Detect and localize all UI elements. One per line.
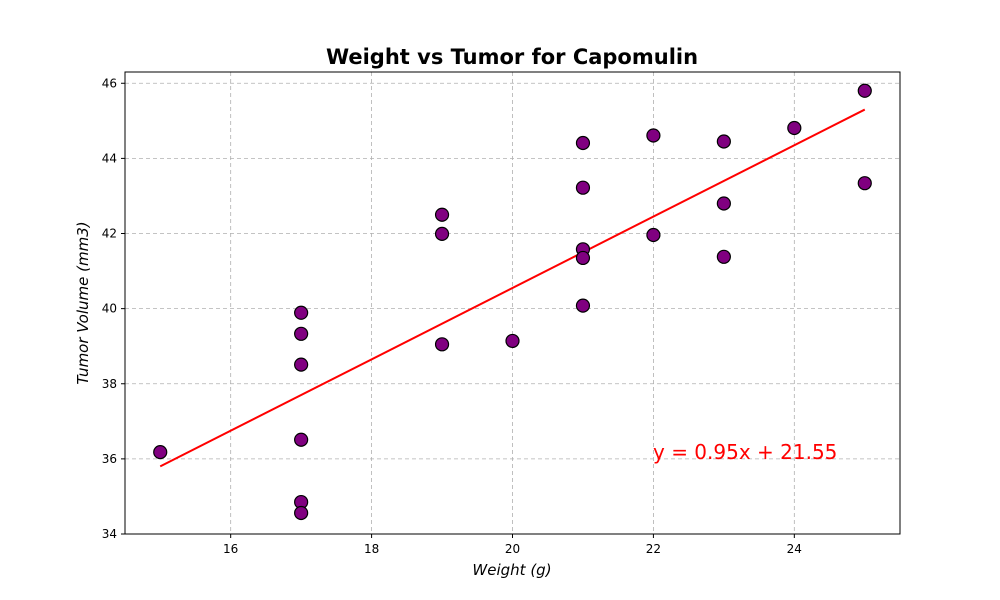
data-point — [294, 505, 309, 521]
x-tick-label: 22 — [646, 542, 661, 556]
x-tick-label: 20 — [505, 542, 520, 556]
y-tick-label: 44 — [102, 151, 117, 165]
y-tick-label: 34 — [102, 527, 117, 541]
data-point — [575, 135, 591, 151]
data-point — [716, 249, 731, 264]
grid — [125, 72, 900, 535]
x-tick-label: 24 — [787, 542, 802, 556]
data-point — [434, 207, 450, 222]
y-tick-label: 46 — [102, 76, 117, 90]
points-layer — [153, 83, 872, 521]
data-point — [505, 333, 520, 349]
regression-layer — [159, 108, 866, 468]
data-point — [716, 196, 731, 211]
y-tick-label: 38 — [102, 377, 117, 391]
data-point — [434, 337, 450, 352]
ticks: 16 18 20 22 24 34 36 38 40 42 44 46 — [102, 76, 802, 556]
data-point — [575, 298, 591, 313]
data-point — [857, 176, 872, 191]
data-point — [646, 128, 661, 143]
data-point — [646, 227, 661, 243]
data-point — [294, 326, 309, 341]
data-point — [153, 445, 168, 460]
y-axis-label: Tumor Volume (mm3) — [74, 221, 92, 384]
chart-title: Weight vs Tumor for Capomulin — [326, 45, 698, 69]
x-tick-label: 16 — [223, 542, 238, 556]
data-point — [857, 83, 872, 98]
regression-line — [159, 108, 866, 468]
x-tick-label: 18 — [364, 542, 379, 556]
y-tick-label: 36 — [102, 452, 117, 466]
x-axis-label: Weight (g) — [472, 561, 551, 579]
data-point — [716, 134, 731, 149]
y-tick-label: 42 — [102, 227, 117, 241]
data-point — [575, 180, 591, 195]
data-point — [294, 357, 309, 372]
data-point — [787, 120, 802, 136]
data-point — [434, 226, 450, 241]
data-point — [575, 250, 591, 266]
y-tick-label: 40 — [102, 302, 117, 316]
data-point — [294, 432, 309, 447]
regression-equation: y = 0.95x + 21.55 — [653, 440, 837, 464]
data-point — [294, 305, 309, 320]
